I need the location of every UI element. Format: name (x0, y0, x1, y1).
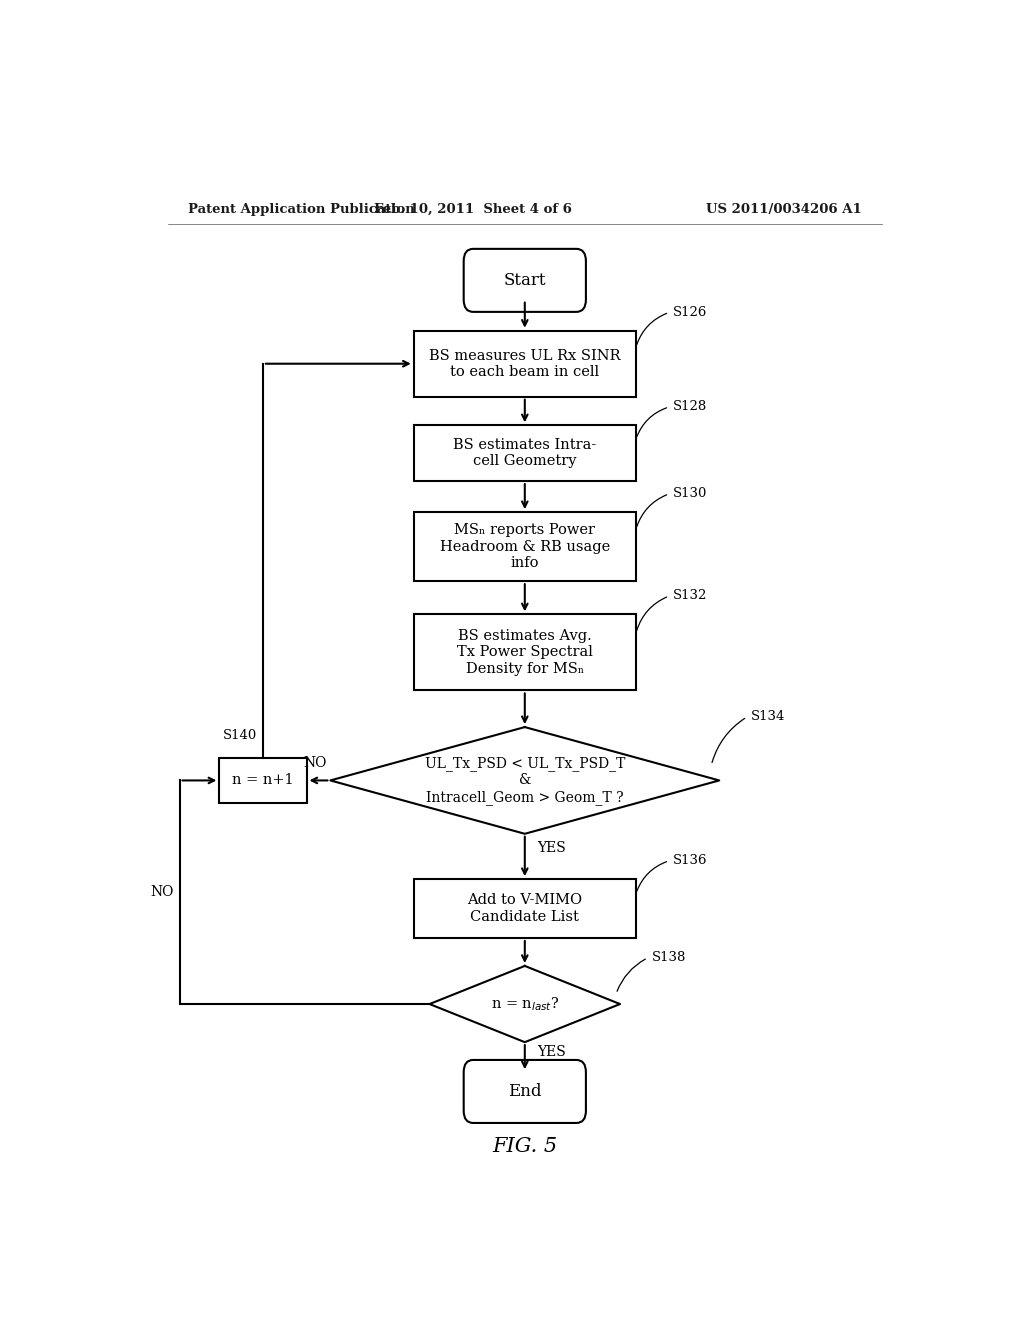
Text: BS measures UL Rx SINR
to each beam in cell: BS measures UL Rx SINR to each beam in c… (429, 348, 621, 379)
FancyBboxPatch shape (414, 879, 636, 939)
Polygon shape (331, 727, 719, 834)
FancyBboxPatch shape (464, 249, 586, 312)
Text: BS estimates Intra-
cell Geometry: BS estimates Intra- cell Geometry (454, 438, 596, 469)
Polygon shape (430, 966, 620, 1043)
Text: NO: NO (303, 756, 327, 771)
FancyBboxPatch shape (414, 614, 636, 690)
FancyBboxPatch shape (414, 425, 636, 480)
Text: Patent Application Publication: Patent Application Publication (187, 203, 415, 215)
Text: Add to V-MIMO
Candidate List: Add to V-MIMO Candidate List (467, 894, 583, 924)
Text: S126: S126 (673, 306, 708, 319)
FancyBboxPatch shape (219, 758, 306, 804)
Text: Feb. 10, 2011  Sheet 4 of 6: Feb. 10, 2011 Sheet 4 of 6 (375, 203, 572, 215)
FancyBboxPatch shape (414, 331, 636, 397)
Text: BS estimates Avg.
Tx Power Spectral
Density for MSₙ: BS estimates Avg. Tx Power Spectral Dens… (457, 630, 593, 676)
FancyBboxPatch shape (464, 1060, 586, 1123)
Text: S140: S140 (223, 729, 257, 742)
FancyBboxPatch shape (414, 512, 636, 581)
Text: S128: S128 (673, 400, 708, 413)
Text: YES: YES (537, 841, 565, 855)
Text: MSₙ reports Power
Headroom & RB usage
info: MSₙ reports Power Headroom & RB usage in… (439, 524, 610, 570)
Text: S132: S132 (673, 590, 708, 602)
Text: Start: Start (504, 272, 546, 289)
Text: US 2011/0034206 A1: US 2011/0034206 A1 (707, 203, 862, 215)
Text: NO: NO (150, 886, 173, 899)
Text: YES: YES (537, 1045, 565, 1059)
Text: FIG. 5: FIG. 5 (493, 1137, 557, 1156)
Text: S130: S130 (673, 487, 708, 500)
Text: S136: S136 (673, 854, 708, 867)
Text: S138: S138 (652, 952, 686, 965)
Text: End: End (508, 1082, 542, 1100)
Text: UL_Tx_PSD < UL_Tx_PSD_T
&
Intracell_Geom > Geom_T ?: UL_Tx_PSD < UL_Tx_PSD_T & Intracell_Geom… (425, 756, 625, 804)
Text: n = n+1: n = n+1 (232, 774, 294, 788)
Text: n = n$_{last}$?: n = n$_{last}$? (490, 995, 559, 1012)
Text: S134: S134 (751, 710, 785, 723)
